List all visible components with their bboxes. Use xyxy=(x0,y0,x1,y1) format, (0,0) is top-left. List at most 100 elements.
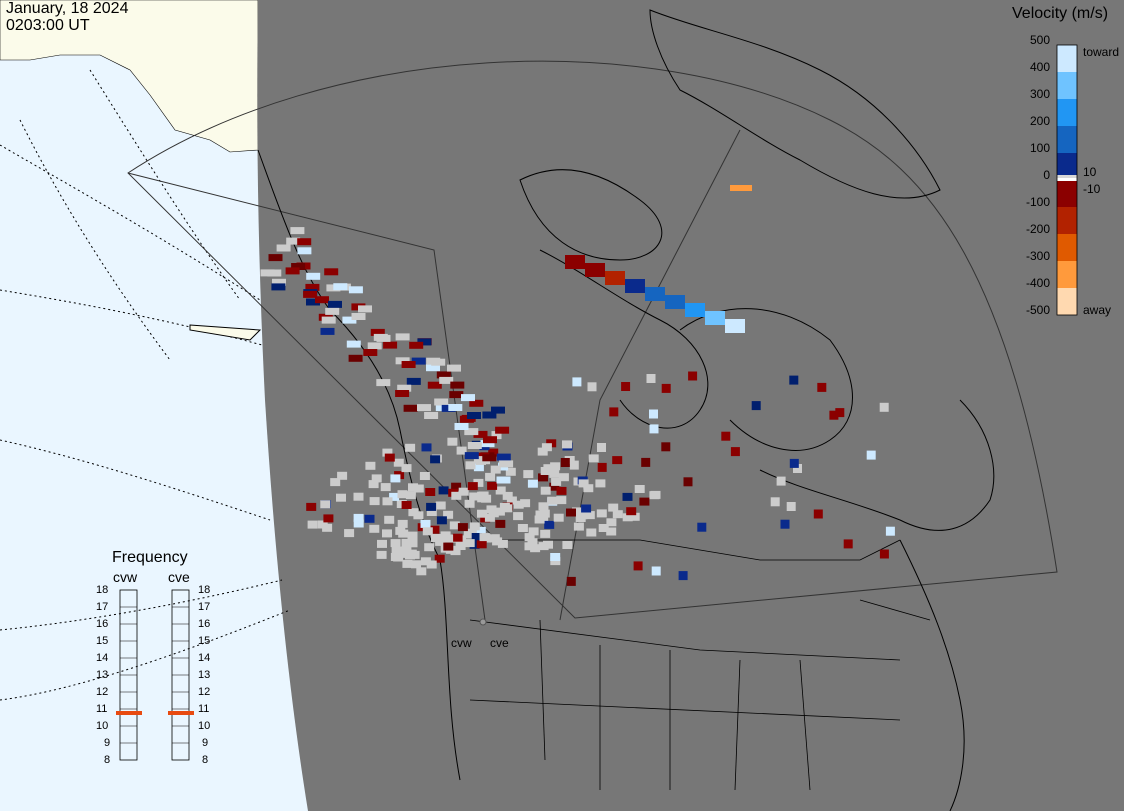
velocity-cell xyxy=(605,271,625,285)
velocity-cell xyxy=(524,533,535,542)
velocity-cell xyxy=(551,477,562,486)
velocity-cell xyxy=(606,527,617,536)
velocity-cell xyxy=(473,430,488,438)
velocity-cell xyxy=(633,561,643,571)
velocity-cell xyxy=(306,272,321,280)
frequency-tick: 12 xyxy=(198,686,211,698)
frequency-scales xyxy=(119,589,190,761)
velocity-cell xyxy=(473,463,484,472)
velocity-cell xyxy=(424,412,439,419)
velocity-cell xyxy=(544,520,555,529)
velocity-cell xyxy=(426,508,437,516)
velocity-cell xyxy=(487,481,498,490)
velocity-tick: 400 xyxy=(1029,60,1050,74)
velocity-cell xyxy=(376,379,391,387)
velocity-cell xyxy=(581,504,592,513)
velocity-cell xyxy=(476,540,487,549)
velocity-cell xyxy=(464,499,475,508)
velocity-cell xyxy=(566,508,576,517)
velocity-cell xyxy=(776,476,786,486)
velocity-cell xyxy=(626,507,637,516)
velocity-cell xyxy=(502,491,513,500)
velocity-cell xyxy=(426,364,440,372)
velocity-cell xyxy=(469,492,480,501)
velocity-cell xyxy=(471,533,482,541)
velocity-inner-tick: 10 xyxy=(1083,165,1097,179)
velocity-cell xyxy=(306,502,317,511)
velocity-cell xyxy=(608,503,619,512)
frequency-tick: 16 xyxy=(198,618,211,630)
velocity-inner-tick: -10 xyxy=(1083,182,1101,196)
velocity-cell xyxy=(596,509,607,518)
velocity-cell xyxy=(556,496,567,505)
velocity-cell xyxy=(382,497,393,506)
frequency-tick: 14 xyxy=(96,652,109,664)
velocity-cell xyxy=(639,497,650,506)
velocity-cell xyxy=(688,371,698,381)
velocity-cell xyxy=(420,519,431,528)
velocity-cell xyxy=(540,529,551,538)
velocity-cell xyxy=(431,534,441,542)
frequency-tick: 17 xyxy=(198,601,211,613)
velocity-cell xyxy=(523,470,534,479)
velocity-cell xyxy=(527,479,538,488)
velocity-cell xyxy=(538,542,549,551)
velocity-cell xyxy=(650,490,661,499)
frequency-tick: 12 xyxy=(96,686,109,698)
velocity-cell xyxy=(424,543,435,552)
velocity-cell xyxy=(436,371,451,379)
velocity-cell xyxy=(465,461,476,470)
velocity-cell xyxy=(333,283,348,291)
velocity-cell xyxy=(353,492,364,501)
velocity-cell xyxy=(411,560,421,569)
velocity-cell xyxy=(481,494,492,503)
velocity-cell xyxy=(401,464,412,473)
velocity-cell xyxy=(403,404,418,412)
velocity-cell xyxy=(540,486,551,495)
velocity-cell xyxy=(562,440,572,449)
velocity-cell xyxy=(401,546,412,555)
velocity-scale-title: Velocity (m/s) xyxy=(1012,5,1109,22)
velocity-cell xyxy=(365,461,376,470)
velocity-cell xyxy=(351,313,366,320)
velocity-cell xyxy=(612,510,623,519)
velocity-tick: -500 xyxy=(1025,303,1050,317)
velocity-cell xyxy=(305,283,320,291)
velocity-cell xyxy=(402,559,413,568)
velocity-cell xyxy=(389,492,400,501)
velocity-cell xyxy=(426,502,437,511)
velocity-cell xyxy=(353,519,364,528)
velocity-cell xyxy=(427,381,442,389)
velocity-cell xyxy=(406,377,421,385)
velocity-cell xyxy=(524,542,535,551)
velocity-cell xyxy=(323,514,334,523)
velocity-cell xyxy=(421,443,432,452)
velocity-cell xyxy=(606,518,617,527)
frequency-radar-label: cve xyxy=(168,569,190,585)
velocity-cell xyxy=(587,382,597,392)
velocity-cell xyxy=(451,491,462,500)
velocity-cell xyxy=(565,255,585,269)
velocity-cell xyxy=(469,522,480,531)
velocity-cell xyxy=(435,501,446,510)
velocity-cell xyxy=(315,296,329,304)
graticule xyxy=(0,69,291,701)
velocity-cell xyxy=(306,298,320,306)
velocity-cell xyxy=(730,447,740,457)
velocity-cell xyxy=(483,436,497,444)
velocity-tick: -400 xyxy=(1025,276,1050,290)
velocity-cell xyxy=(685,303,705,317)
velocity-cell xyxy=(391,546,402,555)
frequency-tick: 18 xyxy=(198,584,211,596)
frequency-tick: 14 xyxy=(198,652,211,664)
velocity-cell xyxy=(477,509,487,518)
velocity-cell xyxy=(426,357,441,365)
velocity-cell xyxy=(436,516,447,525)
velocity-cell xyxy=(598,524,609,532)
velocity-cell xyxy=(393,553,404,562)
velocity-cell xyxy=(490,465,501,474)
velocity-cell xyxy=(397,490,408,499)
velocity-cell xyxy=(449,391,464,399)
velocity-cell xyxy=(448,404,463,411)
velocity-cell xyxy=(467,442,482,449)
